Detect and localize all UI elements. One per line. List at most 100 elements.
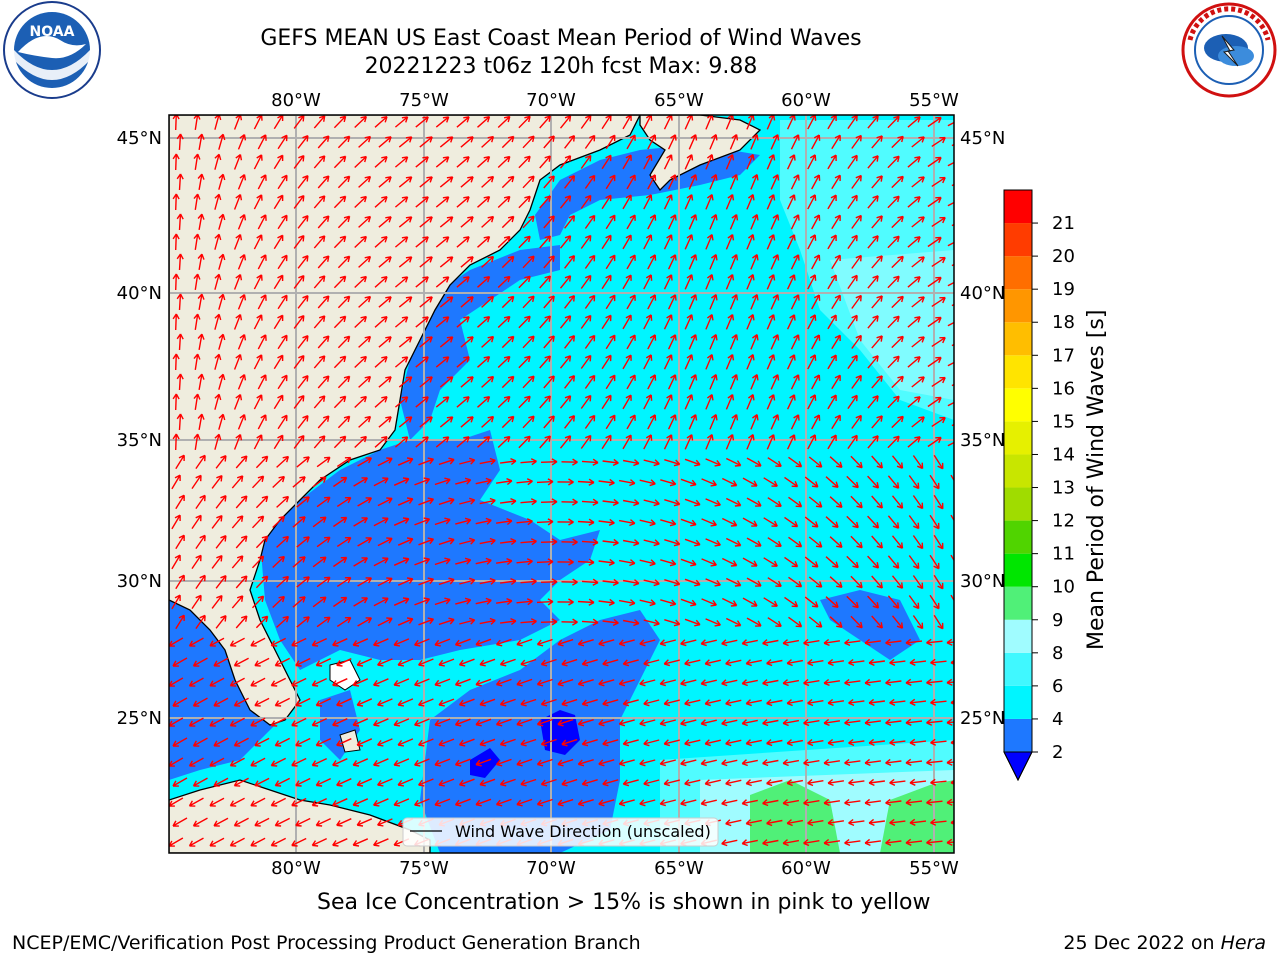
- wind-wave-arrow: [931, 256, 946, 267]
- wind-wave-arrow: [908, 555, 920, 570]
- wind-wave-arrow: [175, 454, 185, 470]
- wind-wave-arrow: [584, 294, 596, 309]
- wind-wave-arrow: [580, 154, 592, 169]
- wind-wave-arrow: [709, 414, 718, 430]
- wind-wave-arrow: [643, 659, 660, 667]
- wind-wave-arrow: [378, 176, 392, 188]
- wind-wave-arrow: [312, 556, 327, 568]
- wind-wave-arrow: [811, 214, 821, 230]
- wind-wave-arrow: [418, 617, 435, 626]
- wind-wave-arrow: [209, 797, 225, 807]
- wind-wave-arrow: [522, 415, 535, 429]
- wind-wave-arrow: [215, 615, 227, 629]
- wind-wave-arrow: [501, 335, 515, 349]
- wind-wave-arrow: [393, 678, 410, 687]
- wind-wave-arrow: [851, 374, 862, 389]
- blue-band-bahamas: [420, 610, 660, 853]
- wind-wave-arrow: [746, 234, 755, 250]
- wind-wave-arrow: [911, 176, 925, 188]
- wind-wave-arrow: [831, 174, 841, 190]
- wind-wave-arrow: [577, 518, 595, 526]
- wind-wave-arrow: [709, 374, 718, 390]
- wind-wave-arrow: [700, 719, 717, 727]
- wind-wave-arrow: [721, 639, 738, 647]
- wind-wave-arrow: [746, 314, 755, 330]
- wind-wave-arrow: [750, 294, 759, 310]
- colorbar-segment: [1004, 421, 1032, 455]
- wind-wave-arrow: [871, 255, 883, 269]
- wind-wave-arrow: [930, 818, 947, 826]
- wind-wave-arrow: [434, 798, 451, 807]
- colorbar-label: Mean Period of Wind Waves [s]: [1084, 309, 1109, 650]
- wind-wave-arrow: [495, 557, 513, 566]
- wind-wave-arrow: [564, 175, 576, 189]
- wind-wave-arrow: [659, 719, 676, 727]
- wind-wave-arrow: [255, 495, 269, 509]
- wind-wave-arrow: [297, 175, 309, 189]
- lat-label: 35°N: [117, 430, 162, 451]
- wind-wave-arrow: [516, 718, 533, 727]
- wind-wave-arrow: [721, 839, 738, 847]
- wind-wave-arrow: [688, 374, 698, 390]
- wind-wave-arrow: [522, 175, 535, 189]
- wind-wave-arrow: [458, 658, 475, 667]
- wind-wave-arrow: [536, 638, 553, 647]
- wind-wave-arrow: [438, 497, 455, 506]
- wind-wave-arrow: [602, 618, 619, 627]
- wind-wave-arrow: [495, 638, 512, 647]
- wind-wave-arrow: [663, 659, 680, 667]
- wind-wave-arrow: [197, 133, 205, 151]
- wind-wave-arrow: [218, 293, 226, 310]
- wind-wave-arrow: [766, 434, 776, 450]
- wind-wave-arrow: [455, 477, 472, 485]
- wind-wave-arrow: [745, 659, 762, 667]
- wind-wave-arrow: [701, 518, 717, 527]
- wind-wave-arrow: [847, 154, 858, 170]
- wind-wave-arrow: [536, 798, 553, 807]
- wind-wave-arrow: [293, 394, 305, 409]
- wind-wave-arrow: [456, 196, 470, 208]
- wind-wave-arrow: [357, 497, 373, 507]
- wind-wave-arrow: [602, 538, 619, 547]
- wind-wave-arrow: [251, 515, 265, 529]
- wind-wave-arrow: [827, 354, 837, 370]
- wind-wave-arrow: [172, 233, 180, 251]
- wind-wave-arrow: [559, 355, 572, 369]
- wind-wave-arrow: [218, 333, 226, 350]
- wind-wave-arrow: [214, 393, 222, 410]
- wind-wave-arrow: [211, 554, 223, 569]
- wind-wave-arrow: [188, 797, 204, 807]
- wind-wave-arrow: [272, 595, 285, 609]
- wind-wave-arrow: [197, 253, 205, 271]
- wind-wave-arrow: [191, 514, 202, 529]
- wind-wave-arrow: [398, 256, 413, 268]
- wind-wave-arrow: [643, 274, 653, 290]
- wind-wave-arrow: [598, 799, 615, 807]
- colorbar-tick-label: 9: [1052, 610, 1063, 631]
- wind-wave-arrow: [598, 639, 615, 647]
- wind-wave-arrow: [274, 777, 291, 787]
- wind-wave-arrow: [414, 517, 431, 526]
- lat-label: 30°N: [960, 571, 1005, 592]
- wind-wave-arrow: [540, 498, 558, 506]
- wind-wave-arrow: [191, 594, 202, 609]
- wind-wave-arrow: [626, 174, 636, 190]
- wind-wave-arrow: [864, 678, 881, 687]
- wind-wave-arrow: [643, 234, 653, 250]
- wind-wave-arrow: [891, 615, 904, 629]
- wind-wave-arrow: [357, 577, 373, 587]
- wind-wave-arrow: [522, 215, 535, 229]
- wind-wave-arrow: [622, 579, 640, 587]
- wind-wave-arrow: [460, 376, 474, 388]
- wind-wave-arrow: [659, 679, 676, 687]
- wind-wave-arrow: [291, 717, 307, 727]
- wind-wave-arrow: [746, 354, 755, 370]
- wind-wave-arrow: [499, 778, 516, 787]
- wind-wave-arrow: [378, 136, 392, 148]
- wind-wave-arrow: [315, 657, 331, 667]
- wind-wave-arrow: [495, 678, 512, 687]
- wind-wave-arrow: [618, 519, 636, 527]
- wind-wave-arrow: [684, 154, 694, 170]
- wind-wave-arrow: [808, 616, 823, 628]
- wind-wave-arrow: [229, 757, 245, 767]
